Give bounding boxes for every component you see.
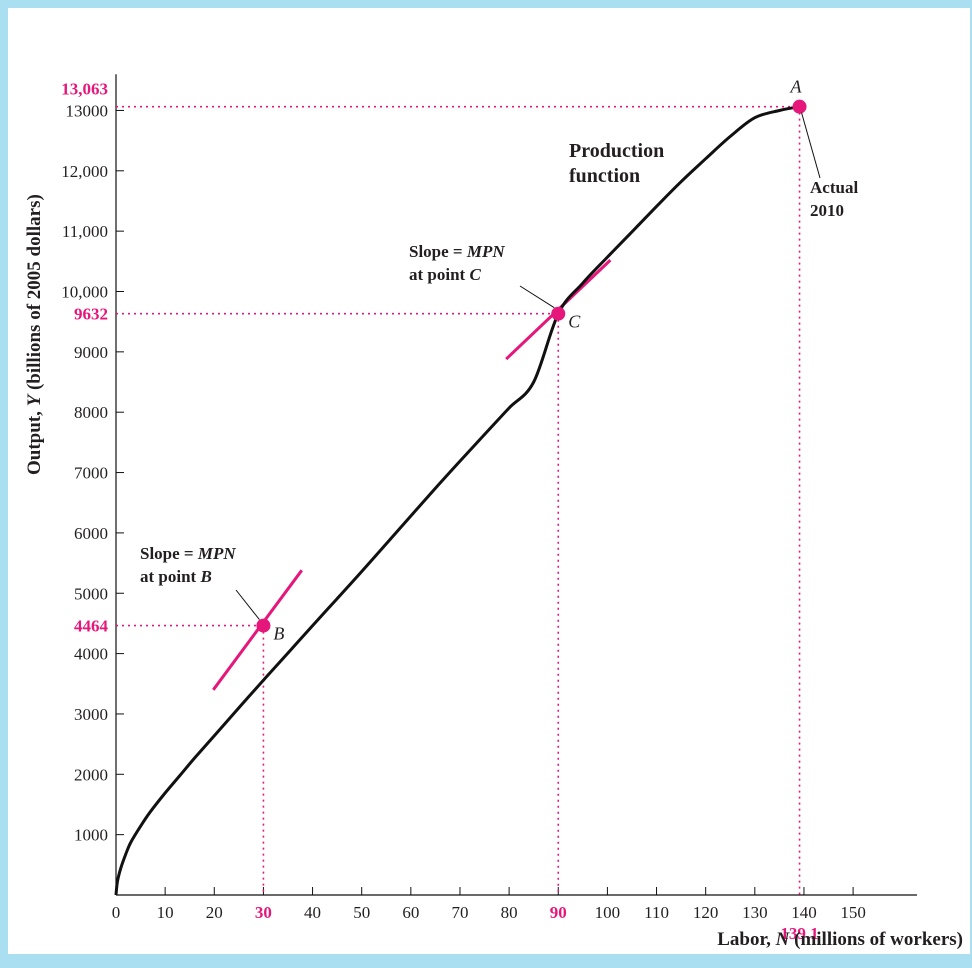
point-c — [551, 306, 566, 321]
x-value-label-a: 139.1 — [780, 924, 818, 943]
y-axis-title: Output, Y (billions of 2005 dollars) — [24, 194, 45, 475]
y-tick-label: 7000 — [74, 464, 108, 483]
point-label-a: A — [790, 77, 803, 97]
x-tick-label: 50 — [353, 903, 370, 922]
point-label-b: B — [273, 624, 284, 644]
actual-leader-line — [801, 112, 821, 179]
x-tick-label: 10 — [157, 903, 174, 922]
y-tick-label: 9000 — [74, 343, 108, 362]
y-tick-label: 6000 — [74, 524, 108, 543]
y-tick-label: 3000 — [74, 705, 108, 724]
point-label-c: C — [568, 312, 581, 332]
slope-b-leader-line — [235, 589, 260, 620]
slope-b-label: Slope = MPN — [140, 544, 236, 563]
point-b — [256, 618, 271, 633]
x-tick-label: 150 — [840, 903, 866, 922]
y-tick-label: 4000 — [74, 645, 108, 664]
x-tick-label: 130 — [742, 903, 768, 922]
x-tick-label: 140 — [791, 903, 817, 922]
tangent-line-b — [212, 569, 303, 691]
y-tick-label: 12,000 — [61, 162, 108, 181]
actual-2010-label: 2010 — [810, 201, 844, 220]
y-value-label-c: 9632 — [74, 305, 108, 324]
x-tick-label: 0 — [112, 903, 121, 922]
y-tick-label: 1000 — [74, 826, 108, 845]
x-tick-label: 90 — [550, 903, 567, 922]
slope-b-label: at point B — [140, 567, 212, 586]
y-value-mask-b — [60, 613, 112, 634]
x-axis-title: Labor, N (millions of workers) — [717, 929, 963, 950]
x-tick-label: 60 — [402, 903, 419, 922]
y-tick-label: 10,000 — [61, 283, 108, 302]
y-value-label-a: 13,063 — [61, 80, 108, 99]
chart-panel — [8, 8, 970, 954]
x-tick-label: 70 — [451, 903, 468, 922]
y-tick-label: 13000 — [66, 101, 109, 120]
x-tick-label: 80 — [501, 903, 518, 922]
x-tick-label: 20 — [206, 903, 223, 922]
y-tick-label: 5000 — [74, 584, 108, 603]
point-a — [792, 99, 807, 114]
y-tick-label: 11,000 — [62, 222, 108, 241]
x-tick-label: 40 — [304, 903, 321, 922]
x-tick-label: 100 — [595, 903, 621, 922]
y-value-mask-c — [60, 301, 112, 322]
x-tick-label: 120 — [693, 903, 719, 922]
x-tick-label: 30 — [255, 903, 272, 922]
x-tick-label: 110 — [644, 903, 669, 922]
production-function-label: function — [569, 165, 640, 187]
production-function-curve — [114, 105, 800, 896]
y-value-label-b: 4464 — [74, 617, 109, 636]
slope-c-label: Slope = MPN — [409, 242, 505, 261]
y-tick-label: 2000 — [74, 765, 108, 784]
slope-c-leader-line — [519, 285, 555, 309]
production-function-label: Production — [569, 140, 664, 162]
y-tick-label: 8000 — [74, 403, 108, 422]
actual-2010-label: Actual — [810, 178, 858, 197]
slope-c-label: at point C — [409, 265, 481, 284]
